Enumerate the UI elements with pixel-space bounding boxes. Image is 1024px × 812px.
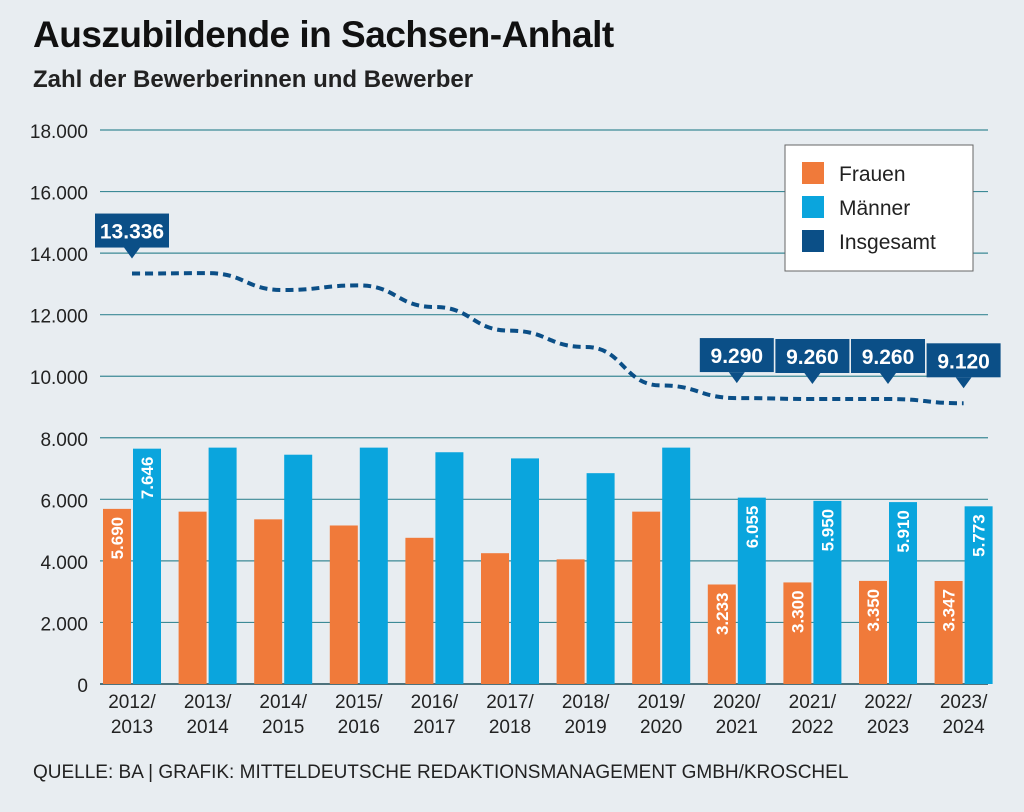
x-tick-label: 2022 [791,717,833,738]
y-tick-label: 4.000 [40,553,88,574]
callout-pointer [955,377,972,389]
bar-maenner [435,452,464,684]
x-tick-label: 2014/ [259,692,307,713]
line-value-callout [699,338,774,373]
y-tick-label: 16.000 [30,184,88,205]
bar-frauen [556,559,585,684]
bar-maenner [359,447,388,684]
bar-value-label: 6.055 [743,506,762,549]
x-tick-label: 2018 [489,717,531,738]
x-tick-label: 2020/ [713,692,761,713]
bar-value-label: 7.646 [138,457,157,500]
x-tick-label: 2019/ [637,692,685,713]
y-tick-label: 12.000 [30,307,88,328]
y-tick-label: 2.000 [40,614,88,635]
bar-value-label: 3.347 [940,589,959,632]
x-tick-label: 2023/ [940,692,988,713]
y-tick-label: 18.000 [30,122,88,143]
y-tick-label: 0 [77,676,88,697]
x-tick-label: 2024 [942,717,985,738]
y-tick-label: 10.000 [30,368,88,389]
bar-frauen [481,553,509,684]
line-value-label: 13.336 [100,221,164,244]
x-tick-label: 2018/ [562,692,610,713]
bar-value-label: 5.773 [970,514,989,557]
callout-pointer [728,372,745,384]
chart-title: Auszubildende in Sachsen-Anhalt [33,14,614,55]
bar-value-label: 5.690 [108,517,127,560]
legend-swatch [802,196,824,218]
bar-maenner [284,454,313,684]
x-tick-label: 2021/ [789,692,837,713]
legend-swatch [802,162,824,184]
x-tick-label: 2014 [186,717,229,738]
bar-maenner [208,447,237,684]
line-value-callout [95,213,169,248]
bar-maenner [964,506,993,684]
chart-subtitle: Zahl der Bewerberinnen und Bewerber [33,66,474,93]
bar-maenner [889,502,917,684]
legend-swatch [802,230,824,252]
bar-value-label: 3.350 [864,589,883,632]
callout-pointer [124,247,140,259]
line-insgesamt [131,271,964,406]
legend-label: Insgesamt [839,231,936,254]
x-tick-label: 2015 [262,717,304,738]
x-tick-label: 2016 [338,717,380,738]
bar-value-label: 5.950 [818,509,837,552]
x-tick-label: 2017 [413,717,455,738]
x-tick-label: 2012/ [108,692,156,713]
bar-value-label: 5.910 [894,510,913,553]
x-tick-label: 2023 [867,717,909,738]
bar-frauen [783,582,812,684]
callout-pointer [804,372,821,384]
line-value-label: 9.120 [937,350,990,373]
bar-frauen [103,508,131,684]
x-tick-label: 2020 [640,717,682,738]
bar-frauen [178,511,207,684]
x-tick-label: 2021 [716,717,758,738]
bar-value-label: 3.300 [788,590,807,633]
bar-maenner [511,458,539,684]
x-tick-label: 2015/ [335,692,383,713]
x-tick-label: 2022/ [864,692,912,713]
line-value-callout [851,338,925,373]
bar-maenner [813,500,842,684]
line-value-label: 9.260 [786,346,839,369]
bar-maenner [133,448,161,684]
bar-frauen [859,580,887,684]
line-value-callout [926,343,1001,378]
bar-frauen [707,584,736,684]
x-tick-label: 2013 [111,717,153,738]
bar-frauen [254,519,283,684]
bar-frauen [934,580,963,684]
x-tick-label: 2017/ [486,692,534,713]
source-credit: QUELLE: BA | GRAFIK: MITTELDEUTSCHE REDA… [33,762,849,783]
line-value-label: 9.290 [711,345,764,368]
bar-maenner [737,497,766,684]
bar-frauen [405,537,434,684]
x-tick-label: 2016/ [411,692,459,713]
x-tick-label: 2013/ [184,692,232,713]
bar-frauen [632,511,661,684]
y-tick-label: 14.000 [30,245,88,266]
legend-label: Frauen [839,163,906,186]
x-tick-label: 2019 [564,717,606,738]
bar-maenner [662,447,691,684]
bar-value-label: 3.233 [713,592,732,635]
callout-pointer [880,372,896,384]
line-value-callout [775,338,850,373]
y-tick-label: 6.000 [40,491,88,512]
y-tick-label: 8.000 [40,430,88,451]
bar-maenner [586,473,615,684]
legend-label: Männer [839,197,910,220]
bar-frauen [329,525,358,684]
line-value-label: 9.260 [862,346,915,369]
